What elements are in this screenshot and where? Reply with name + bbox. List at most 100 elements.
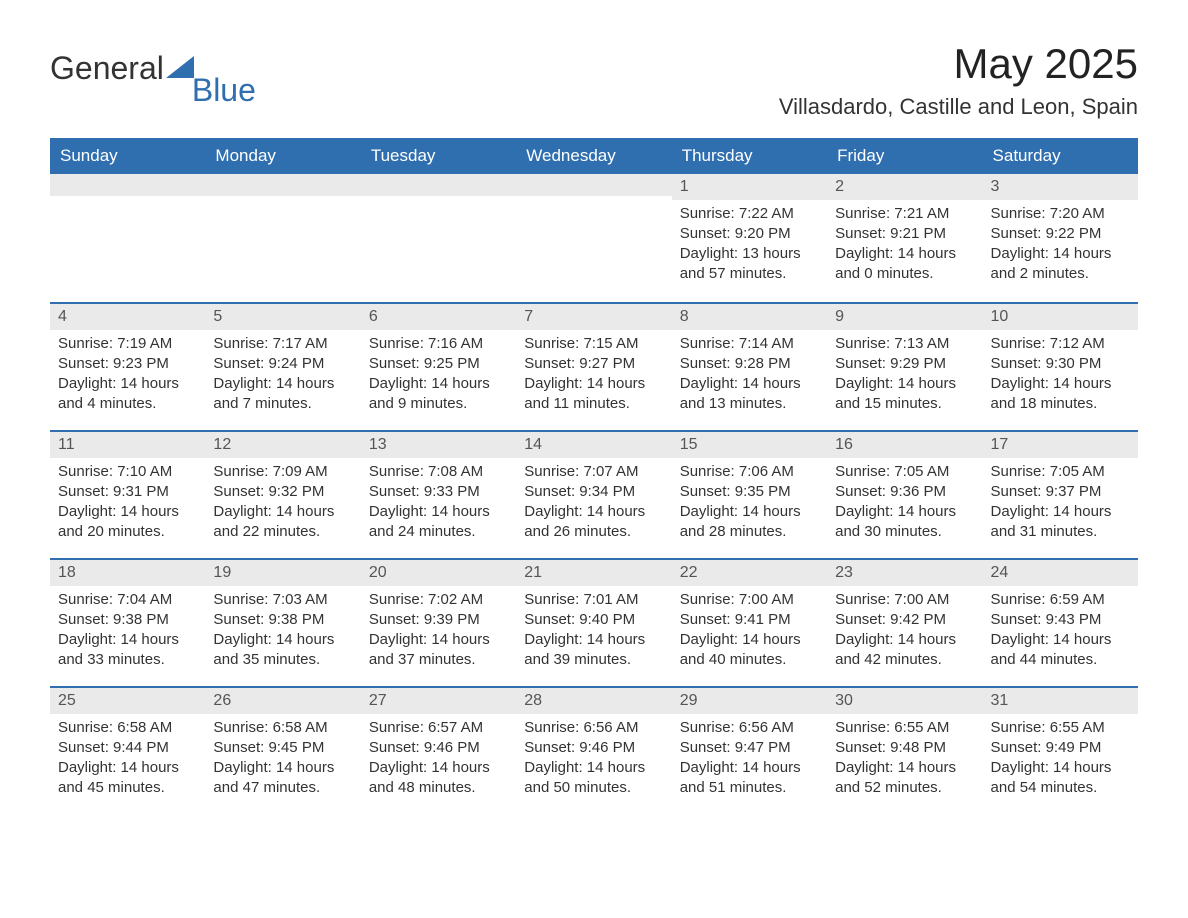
day-body: Sunrise: 7:19 AMSunset: 9:23 PMDaylight:… bbox=[50, 330, 205, 425]
day-number: 16 bbox=[827, 432, 982, 458]
sunset-text: Sunset: 9:41 PM bbox=[680, 610, 819, 630]
day-number: 3 bbox=[983, 174, 1138, 200]
day2-text: and 37 minutes. bbox=[369, 650, 508, 670]
sunset-text: Sunset: 9:44 PM bbox=[58, 738, 197, 758]
day1-text: Daylight: 14 hours bbox=[524, 374, 663, 394]
day-cell: 23Sunrise: 7:00 AMSunset: 9:42 PMDayligh… bbox=[827, 560, 982, 686]
dow-friday: Friday bbox=[827, 138, 982, 174]
day-number bbox=[516, 174, 671, 196]
day-of-week-header: Sunday Monday Tuesday Wednesday Thursday… bbox=[50, 138, 1138, 174]
sunset-text: Sunset: 9:33 PM bbox=[369, 482, 508, 502]
day-cell: 10Sunrise: 7:12 AMSunset: 9:30 PMDayligh… bbox=[983, 304, 1138, 430]
day1-text: Daylight: 14 hours bbox=[991, 758, 1130, 778]
day-body: Sunrise: 7:10 AMSunset: 9:31 PMDaylight:… bbox=[50, 458, 205, 553]
day-number: 5 bbox=[205, 304, 360, 330]
sunrise-text: Sunrise: 7:14 AM bbox=[680, 334, 819, 354]
day-number: 26 bbox=[205, 688, 360, 714]
day-number: 6 bbox=[361, 304, 516, 330]
sunrise-text: Sunrise: 7:03 AM bbox=[213, 590, 352, 610]
day-body: Sunrise: 6:58 AMSunset: 9:44 PMDaylight:… bbox=[50, 714, 205, 809]
week-row: 1Sunrise: 7:22 AMSunset: 9:20 PMDaylight… bbox=[50, 174, 1138, 302]
day2-text: and 54 minutes. bbox=[991, 778, 1130, 798]
day-body: Sunrise: 7:21 AMSunset: 9:21 PMDaylight:… bbox=[827, 200, 982, 295]
day-cell: 17Sunrise: 7:05 AMSunset: 9:37 PMDayligh… bbox=[983, 432, 1138, 558]
day-number: 22 bbox=[672, 560, 827, 586]
sunrise-text: Sunrise: 7:15 AM bbox=[524, 334, 663, 354]
day-body: Sunrise: 7:22 AMSunset: 9:20 PMDaylight:… bbox=[672, 200, 827, 295]
day1-text: Daylight: 14 hours bbox=[213, 758, 352, 778]
day-cell: 18Sunrise: 7:04 AMSunset: 9:38 PMDayligh… bbox=[50, 560, 205, 686]
day1-text: Daylight: 14 hours bbox=[835, 502, 974, 522]
day1-text: Daylight: 14 hours bbox=[58, 630, 197, 650]
sunrise-text: Sunrise: 7:13 AM bbox=[835, 334, 974, 354]
day1-text: Daylight: 14 hours bbox=[835, 244, 974, 264]
day1-text: Daylight: 14 hours bbox=[680, 630, 819, 650]
day-number bbox=[205, 174, 360, 196]
day-number: 25 bbox=[50, 688, 205, 714]
dow-sunday: Sunday bbox=[50, 138, 205, 174]
sunset-text: Sunset: 9:20 PM bbox=[680, 224, 819, 244]
day2-text: and 40 minutes. bbox=[680, 650, 819, 670]
day1-text: Daylight: 14 hours bbox=[680, 374, 819, 394]
day-number: 17 bbox=[983, 432, 1138, 458]
sunrise-text: Sunrise: 6:56 AM bbox=[524, 718, 663, 738]
title-block: May 2025 Villasdardo, Castille and Leon,… bbox=[779, 40, 1138, 120]
day-cell: 30Sunrise: 6:55 AMSunset: 9:48 PMDayligh… bbox=[827, 688, 982, 814]
dow-monday: Monday bbox=[205, 138, 360, 174]
day-body: Sunrise: 7:14 AMSunset: 9:28 PMDaylight:… bbox=[672, 330, 827, 425]
sunset-text: Sunset: 9:24 PM bbox=[213, 354, 352, 374]
day-number: 4 bbox=[50, 304, 205, 330]
weeks-container: 1Sunrise: 7:22 AMSunset: 9:20 PMDaylight… bbox=[50, 174, 1138, 814]
sunrise-text: Sunrise: 7:04 AM bbox=[58, 590, 197, 610]
day-number: 2 bbox=[827, 174, 982, 200]
day-cell: 3Sunrise: 7:20 AMSunset: 9:22 PMDaylight… bbox=[983, 174, 1138, 302]
day-number: 7 bbox=[516, 304, 671, 330]
sunset-text: Sunset: 9:46 PM bbox=[369, 738, 508, 758]
day2-text: and 47 minutes. bbox=[213, 778, 352, 798]
sunrise-text: Sunrise: 6:55 AM bbox=[991, 718, 1130, 738]
day-cell: 24Sunrise: 6:59 AMSunset: 9:43 PMDayligh… bbox=[983, 560, 1138, 686]
day-cell: 11Sunrise: 7:10 AMSunset: 9:31 PMDayligh… bbox=[50, 432, 205, 558]
sunset-text: Sunset: 9:48 PM bbox=[835, 738, 974, 758]
day2-text: and 24 minutes. bbox=[369, 522, 508, 542]
day1-text: Daylight: 14 hours bbox=[58, 502, 197, 522]
sunset-text: Sunset: 9:23 PM bbox=[58, 354, 197, 374]
day2-text: and 18 minutes. bbox=[991, 394, 1130, 414]
sunrise-text: Sunrise: 6:57 AM bbox=[369, 718, 508, 738]
day2-text: and 4 minutes. bbox=[58, 394, 197, 414]
sunset-text: Sunset: 9:21 PM bbox=[835, 224, 974, 244]
day-number: 14 bbox=[516, 432, 671, 458]
day1-text: Daylight: 14 hours bbox=[524, 502, 663, 522]
sunrise-text: Sunrise: 7:10 AM bbox=[58, 462, 197, 482]
day-body: Sunrise: 6:58 AMSunset: 9:45 PMDaylight:… bbox=[205, 714, 360, 809]
day2-text: and 57 minutes. bbox=[680, 264, 819, 284]
day2-text: and 20 minutes. bbox=[58, 522, 197, 542]
day1-text: Daylight: 13 hours bbox=[680, 244, 819, 264]
day-body: Sunrise: 6:55 AMSunset: 9:48 PMDaylight:… bbox=[827, 714, 982, 809]
day1-text: Daylight: 14 hours bbox=[835, 758, 974, 778]
day-cell bbox=[361, 174, 516, 302]
day2-text: and 13 minutes. bbox=[680, 394, 819, 414]
sunrise-text: Sunrise: 6:59 AM bbox=[991, 590, 1130, 610]
day-body: Sunrise: 7:07 AMSunset: 9:34 PMDaylight:… bbox=[516, 458, 671, 553]
day2-text: and 52 minutes. bbox=[835, 778, 974, 798]
day1-text: Daylight: 14 hours bbox=[991, 374, 1130, 394]
day-number: 28 bbox=[516, 688, 671, 714]
day-cell: 22Sunrise: 7:00 AMSunset: 9:41 PMDayligh… bbox=[672, 560, 827, 686]
day-cell: 14Sunrise: 7:07 AMSunset: 9:34 PMDayligh… bbox=[516, 432, 671, 558]
sunrise-text: Sunrise: 7:05 AM bbox=[991, 462, 1130, 482]
day-body bbox=[50, 196, 205, 276]
sunset-text: Sunset: 9:47 PM bbox=[680, 738, 819, 758]
day2-text: and 45 minutes. bbox=[58, 778, 197, 798]
sunrise-text: Sunrise: 7:09 AM bbox=[213, 462, 352, 482]
header: General Blue May 2025 Villasdardo, Casti… bbox=[50, 40, 1138, 120]
day2-text: and 2 minutes. bbox=[991, 264, 1130, 284]
sunrise-text: Sunrise: 7:16 AM bbox=[369, 334, 508, 354]
day-body: Sunrise: 7:03 AMSunset: 9:38 PMDaylight:… bbox=[205, 586, 360, 681]
day-body: Sunrise: 7:01 AMSunset: 9:40 PMDaylight:… bbox=[516, 586, 671, 681]
day-cell: 5Sunrise: 7:17 AMSunset: 9:24 PMDaylight… bbox=[205, 304, 360, 430]
day2-text: and 39 minutes. bbox=[524, 650, 663, 670]
day-cell: 21Sunrise: 7:01 AMSunset: 9:40 PMDayligh… bbox=[516, 560, 671, 686]
sunrise-text: Sunrise: 7:02 AM bbox=[369, 590, 508, 610]
day-body: Sunrise: 7:17 AMSunset: 9:24 PMDaylight:… bbox=[205, 330, 360, 425]
